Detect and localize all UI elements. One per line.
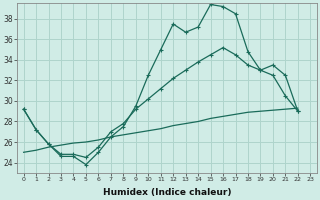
X-axis label: Humidex (Indice chaleur): Humidex (Indice chaleur) xyxy=(103,188,231,197)
